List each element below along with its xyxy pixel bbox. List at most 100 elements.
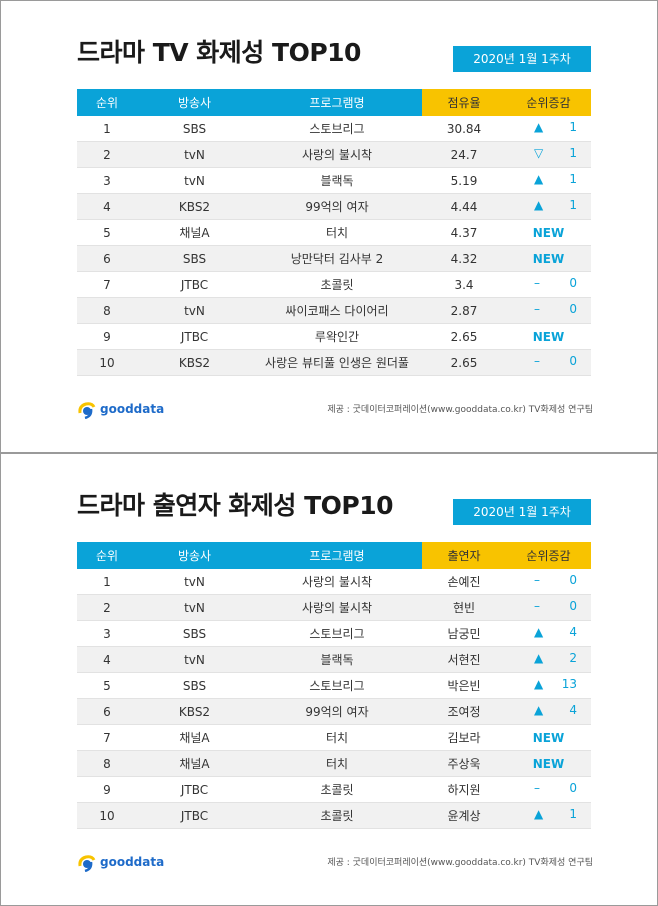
gooddata-logo-icon (77, 399, 97, 420)
rank-change-cell: ▽ 1 (506, 141, 591, 168)
header-cast: 출연자 (422, 542, 506, 569)
new-badge: NEW (532, 329, 565, 344)
dash-icon: – (534, 573, 540, 587)
rank-change-cell: ▲ 1 (506, 167, 591, 194)
date-badge: 2020년 1월 1주차 (453, 46, 591, 72)
program-cell: 낭만닥터 김사부 2 (252, 245, 422, 272)
rank-change-cell: ▲ 13 (506, 672, 591, 699)
logo-text: gooddata (100, 855, 165, 869)
rank-cell: 3 (77, 620, 137, 647)
new-badge: NEW (532, 225, 565, 240)
dash-icon: – (534, 276, 540, 290)
rank-cell: 1 (77, 569, 137, 595)
cast-cell: 현빈 (422, 594, 506, 621)
up-triangle-icon: ▲ (534, 651, 544, 665)
drama-cast-panel: 드라마 출연자 화제성 TOP10 2020년 1월 1주차 순위 방송사 프로… (0, 453, 658, 906)
header-network: 방송사 (137, 542, 252, 569)
rank-change-cell: ▲ 1 (506, 116, 591, 142)
share-cell: 30.84 (422, 116, 506, 142)
rank-change-cell: –0 (506, 349, 591, 376)
network-cell: JTBC (137, 271, 252, 298)
program-cell: 스토브리그 (252, 672, 422, 699)
network-cell: SBS (137, 620, 252, 647)
rank-change-cell: NEW (506, 219, 591, 246)
share-cell: 2.65 (422, 349, 506, 376)
cast-cell: 윤계상 (422, 802, 506, 829)
table-row: 8 채널A 터치 주상욱 NEW (77, 750, 591, 777)
network-cell: tvN (137, 594, 252, 621)
table-row: 5 채널A 터치 4.37 NEW (77, 219, 591, 246)
header-change: 순위증감 (506, 542, 591, 569)
table-row: 3 tvN 블랙독 5.19 ▲ 1 (77, 167, 591, 194)
change-number: 0 (569, 599, 577, 613)
date-badge: 2020년 1월 1주차 (453, 499, 591, 525)
rank-cell: 6 (77, 245, 137, 272)
share-cell: 2.65 (422, 323, 506, 350)
program-cell: 초콜릿 (252, 802, 422, 829)
rank-cell: 1 (77, 116, 137, 142)
rank-change-cell: –0 (506, 594, 591, 621)
network-cell: JTBC (137, 323, 252, 350)
table-row: 4 KBS2 99억의 여자 4.44 ▲ 1 (77, 193, 591, 220)
change-number: 1 (569, 198, 577, 212)
network-cell: SBS (137, 672, 252, 699)
change-number: 0 (569, 573, 577, 587)
cast-cell: 손예진 (422, 569, 506, 595)
rank-cell: 4 (77, 193, 137, 220)
rank-cell: 5 (77, 672, 137, 699)
program-cell: 99억의 여자 (252, 698, 422, 725)
table-row: 8 tvN 싸이코패스 다이어리 2.87–0 (77, 297, 591, 324)
program-cell: 블랙독 (252, 167, 422, 194)
panel-title: 드라마 출연자 화제성 TOP10 (77, 491, 394, 520)
network-cell: 채널A (137, 724, 252, 751)
program-cell: 사랑의 불시착 (252, 594, 422, 621)
program-cell: 터치 (252, 750, 422, 777)
network-cell: JTBC (137, 802, 252, 829)
change-number: 4 (569, 703, 577, 717)
rank-cell: 6 (77, 698, 137, 725)
table-row: 6 SBS 낭만닥터 김사부 2 4.32 NEW (77, 245, 591, 272)
rank-cell: 7 (77, 271, 137, 298)
change-number: 1 (569, 807, 577, 821)
header-network: 방송사 (137, 89, 252, 116)
rank-change-cell: –0 (506, 569, 591, 595)
change-number: 1 (569, 120, 577, 134)
up-triangle-icon: ▲ (534, 198, 544, 212)
rank-change-cell: ▲ 4 (506, 620, 591, 647)
rank-cell: 3 (77, 167, 137, 194)
change-number: 2 (569, 651, 577, 665)
rank-change-cell: –0 (506, 297, 591, 324)
header-rank: 순위 (77, 89, 137, 116)
source-credit: 제공 : 굿데이터코퍼레이션(www.gooddata.co.kr) TV화제성… (327, 405, 593, 415)
new-badge: NEW (532, 756, 565, 771)
table-row: 10 JTBC 초콜릿 윤계상 ▲ 1 (77, 802, 591, 829)
header-share: 점유율 (422, 89, 506, 116)
cast-cell: 주상욱 (422, 750, 506, 777)
network-cell: tvN (137, 297, 252, 324)
rank-change-cell: ▲ 4 (506, 698, 591, 725)
network-cell: KBS2 (137, 193, 252, 220)
ranking-table: 순위 방송사 프로그램명 출연자 순위증감 1 tvN 사랑의 불시착 손예진 –0 2 t… (77, 542, 591, 829)
rank-change-cell: NEW (506, 245, 591, 272)
share-cell: 5.19 (422, 167, 506, 194)
table-row: 5 SBS 스토브리그 박은빈 ▲ 13 (77, 672, 591, 699)
table-header: 순위 방송사 프로그램명 출연자 순위증감 (77, 542, 591, 569)
network-cell: 채널A (137, 219, 252, 246)
up-triangle-icon: ▲ (534, 807, 544, 821)
ranking-table: 순위 방송사 프로그램명 점유율 순위증감 1 SBS 스토브리그 30.84 ▲ 1 2 t… (77, 89, 591, 376)
network-cell: KBS2 (137, 698, 252, 725)
table-row: 1 tvN 사랑의 불시착 손예진 –0 (77, 569, 591, 595)
header-rank: 순위 (77, 542, 137, 569)
table-row: 3 SBS 스토브리그 남궁민 ▲ 4 (77, 620, 591, 647)
cast-cell: 박은빈 (422, 672, 506, 699)
gooddata-logo: gooddata (77, 398, 164, 420)
program-cell: 초콜릿 (252, 271, 422, 298)
rank-change-cell: NEW (506, 724, 591, 751)
network-cell: KBS2 (137, 349, 252, 376)
program-cell: 사랑은 뷰티풀 인생은 원더풀 (252, 349, 422, 376)
table-row: 10 KBS2 사랑은 뷰티풀 인생은 원더풀 2.65–0 (77, 349, 591, 376)
cast-cell: 남궁민 (422, 620, 506, 647)
logo-text: gooddata (100, 402, 165, 416)
rank-change-cell: NEW (506, 750, 591, 777)
rank-change-cell: ▲ 1 (506, 193, 591, 220)
